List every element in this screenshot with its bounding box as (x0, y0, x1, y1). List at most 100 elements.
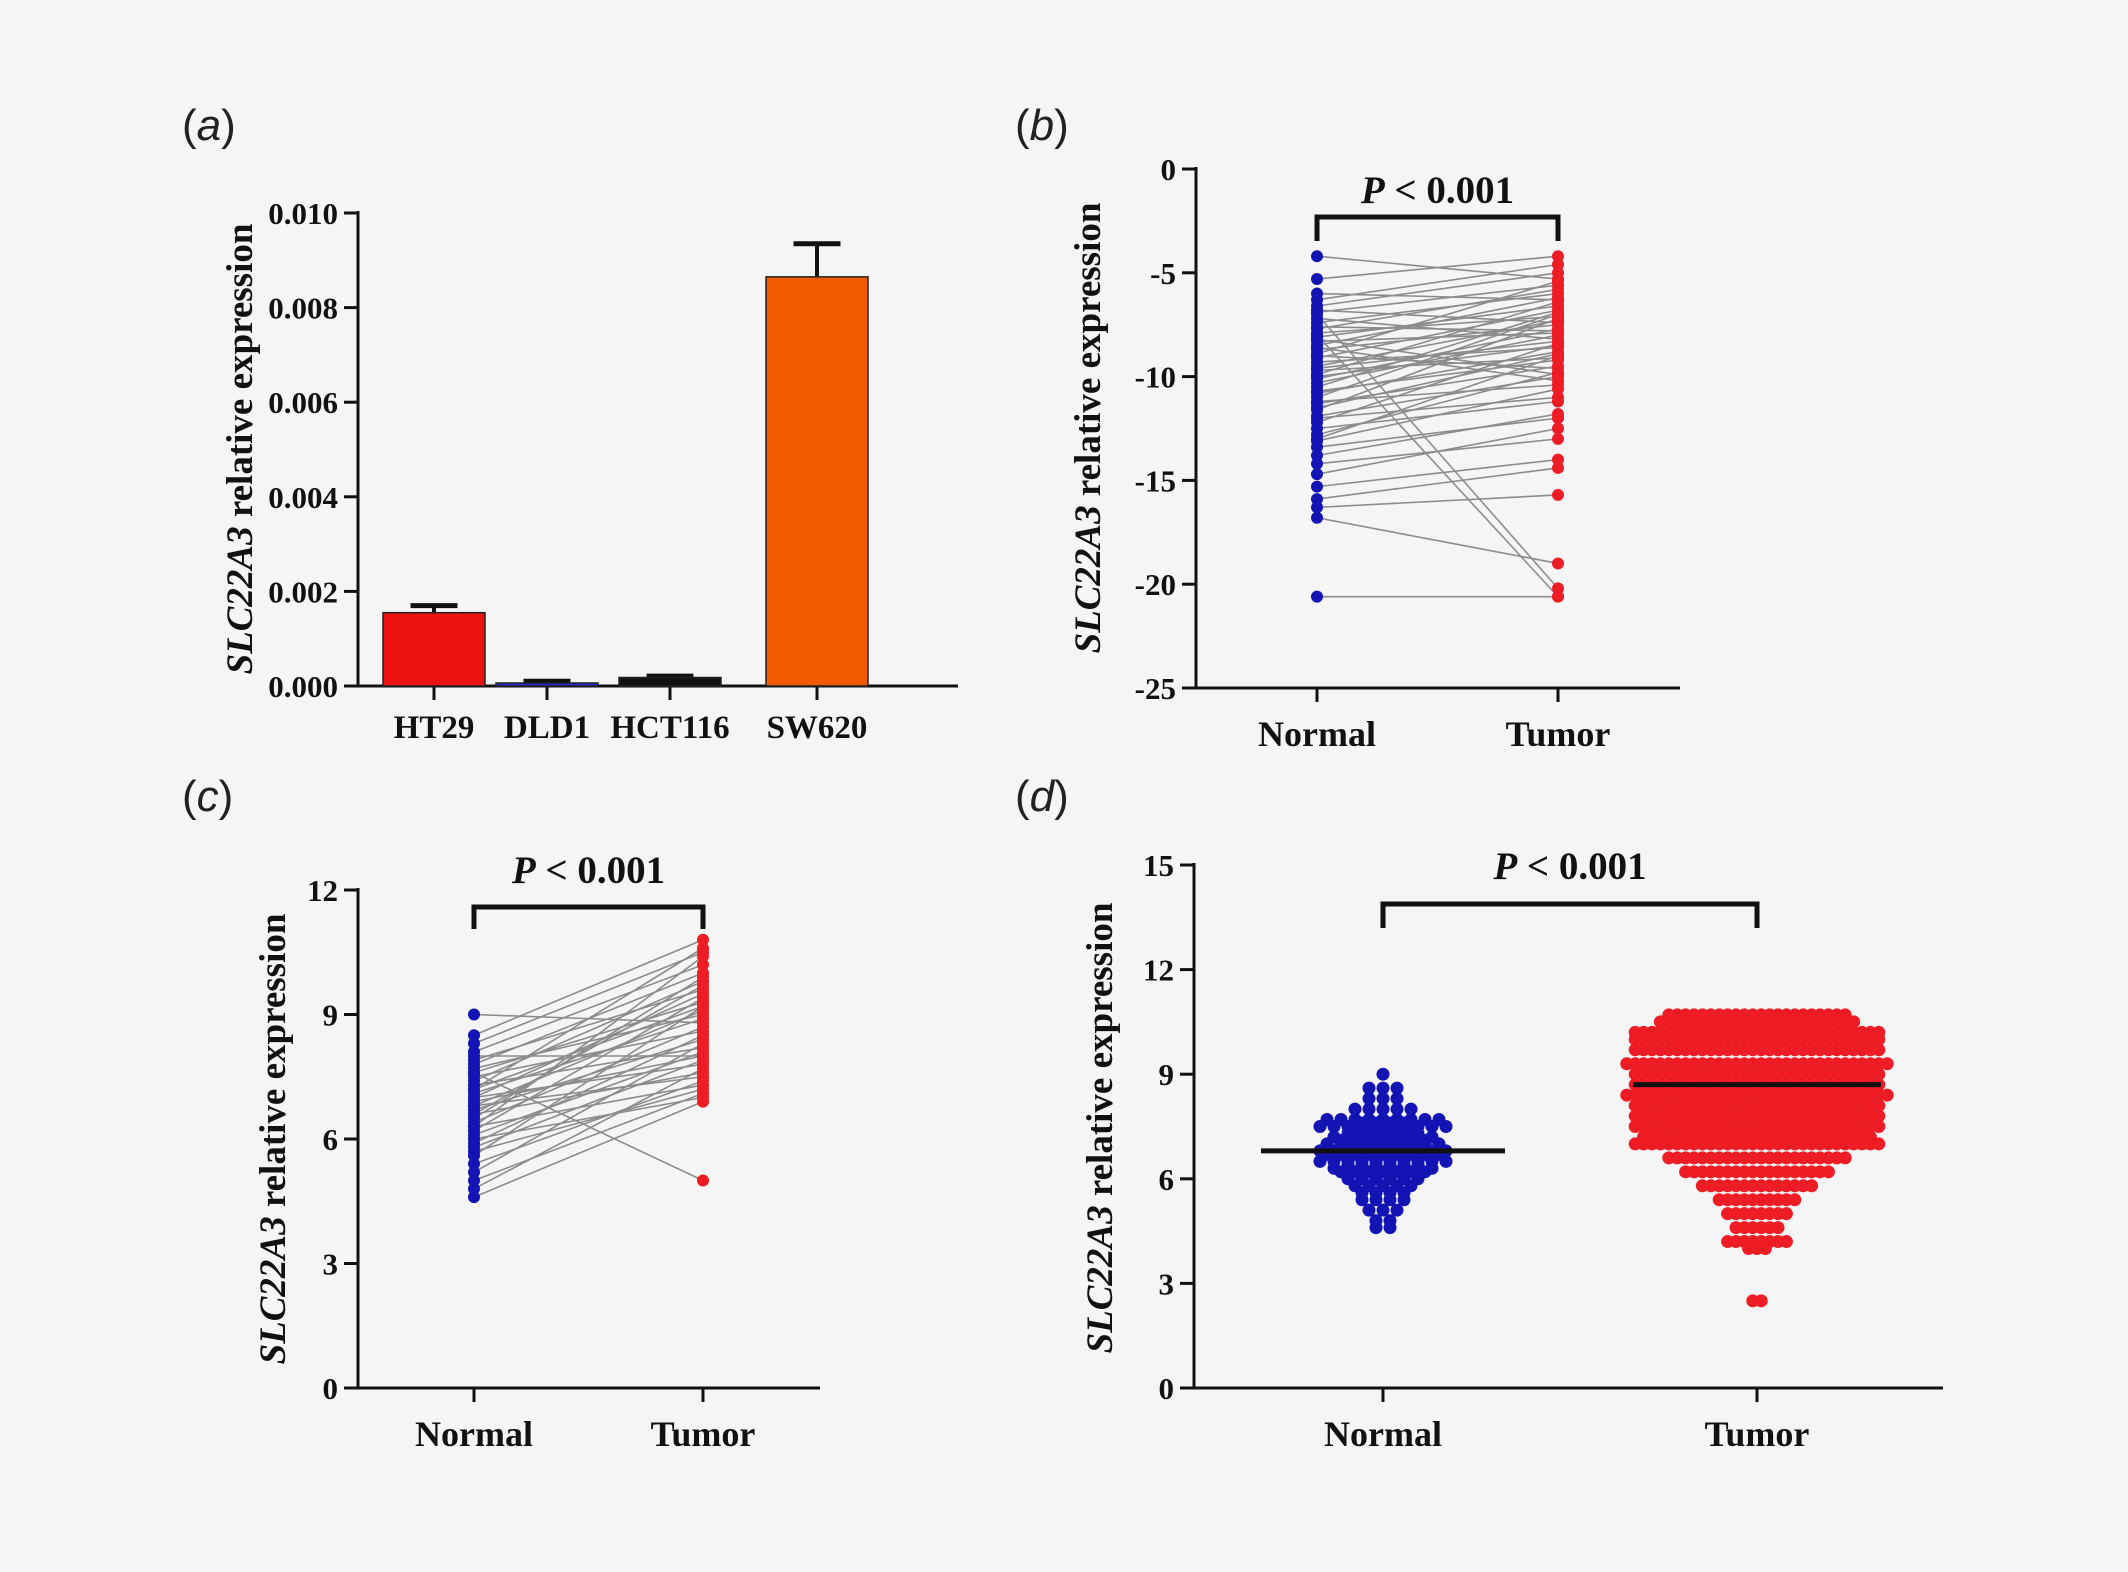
tumor-point (697, 1058, 709, 1071)
normal-point (1311, 362, 1323, 375)
y-axis-label-text: relative expression (1068, 202, 1109, 505)
pair-line (473, 1084, 704, 1128)
tumor-point (697, 1083, 709, 1096)
normal-point (1348, 1102, 1362, 1116)
panel-letter-open: ( (182, 772, 197, 821)
tumor-point (1552, 422, 1564, 435)
tumor-point (1821, 1165, 1835, 1179)
pair-line (1316, 516, 1559, 565)
normal-point (1362, 1203, 1376, 1217)
pair-line (1316, 344, 1559, 378)
bar (382, 611, 486, 687)
pair-line (473, 1030, 704, 1078)
normal-point (1376, 1102, 1390, 1116)
pair-line (1316, 346, 1559, 382)
tumor-point (1758, 1242, 1772, 1256)
pair-line (1316, 292, 1559, 324)
y-tick-label: -15 (1135, 463, 1176, 498)
tumor-point (697, 991, 709, 1004)
y-tick-label: 15 (1143, 848, 1174, 883)
pair-line (1316, 328, 1559, 380)
normal-point (1311, 493, 1323, 506)
normal-point (1311, 250, 1323, 263)
tumor-point (697, 933, 709, 946)
pair-line (1316, 467, 1559, 500)
normal-point (468, 1008, 480, 1021)
panel-letter-char: c (197, 772, 219, 821)
x-category-label: DLD1 (504, 710, 590, 746)
y-axis-label-text: relative expression (220, 223, 261, 526)
panel-letter-close: ) (1054, 101, 1069, 150)
pair-line (473, 1067, 704, 1190)
p-value-text: < 0.001 (536, 849, 665, 892)
normal-point (1311, 449, 1323, 462)
panel-letter-char: a (197, 101, 221, 150)
normal-point (1369, 1193, 1383, 1207)
normal-point (1439, 1120, 1453, 1133)
y-tick-label: 6 (1159, 1162, 1175, 1197)
x-category-label: SW620 (767, 710, 868, 746)
tumor-point (697, 1012, 709, 1025)
x-category-label: HCT116 (610, 710, 729, 746)
normal-point (1311, 468, 1323, 481)
pair-line (1316, 325, 1559, 332)
normal-point (468, 1099, 480, 1112)
tumor-point (1552, 368, 1564, 381)
tumor-point (1552, 582, 1564, 595)
tumor-point (1552, 266, 1564, 279)
normal-point (1383, 1193, 1397, 1207)
y-tick-label: 3 (1159, 1266, 1175, 1301)
normal-point (1362, 1081, 1376, 1095)
tumor-point (1552, 295, 1564, 308)
p-value-label: P < 0.001 (511, 849, 665, 892)
panel-letter-close: ) (219, 772, 234, 821)
normal-point (1362, 1092, 1376, 1106)
normal-point (1404, 1102, 1418, 1116)
tumor-point (697, 1174, 709, 1187)
x-category-label: HT29 (394, 710, 475, 746)
pair-line (1316, 313, 1559, 399)
normal-point (1313, 1120, 1327, 1133)
tumor-point (697, 1000, 709, 1013)
normal-point (1397, 1193, 1411, 1207)
tumor-point (1872, 1099, 1886, 1113)
pair-line (473, 1001, 704, 1074)
panel-letter-open: ( (182, 101, 197, 150)
pair-line (1316, 272, 1559, 307)
panel-d-scatter-chart: (d) 0 3 6 9 12 15 Normal Tumor SLC22A3 relative e… (1015, 772, 1943, 1454)
normal-point (1311, 412, 1323, 425)
tumor-point (1552, 590, 1564, 603)
pair-line (473, 1071, 704, 1182)
normal-point (1311, 304, 1323, 317)
normal-point (1390, 1092, 1404, 1106)
pair-line (473, 939, 704, 1036)
normal-point (1390, 1203, 1404, 1217)
normal-point (1311, 590, 1323, 603)
pair-line (473, 1075, 704, 1107)
normal-point (1311, 501, 1323, 514)
pair-line (1316, 338, 1559, 376)
pair-line (473, 947, 704, 1090)
normal-point (468, 1066, 480, 1079)
pair-line (473, 1042, 704, 1173)
tumor-point (1552, 250, 1564, 263)
tumor-point (1788, 1193, 1802, 1207)
tumor-point (1552, 324, 1564, 337)
panel-letter-char: d (1030, 772, 1056, 821)
pair-line (473, 1100, 704, 1198)
pair-line (1316, 309, 1559, 359)
y-tick-label: 9 (1159, 1057, 1175, 1092)
y-tick-label: 0.004 (268, 480, 338, 515)
pair-line (1316, 288, 1559, 330)
y-tick-label: 0.002 (268, 574, 338, 609)
normal-point (1369, 1221, 1383, 1235)
y-axis-label: SLC22A3 relative expression (1080, 902, 1121, 1353)
tumor-point (697, 950, 709, 963)
normal-point (1311, 333, 1323, 346)
significance-bracket (1380, 901, 1760, 928)
tumor-point (1552, 407, 1564, 420)
tumor-point (1754, 1294, 1768, 1308)
y-axis-label-gene: SLC22A3 (1080, 1205, 1121, 1353)
y-tick-label: 0.010 (268, 196, 338, 231)
